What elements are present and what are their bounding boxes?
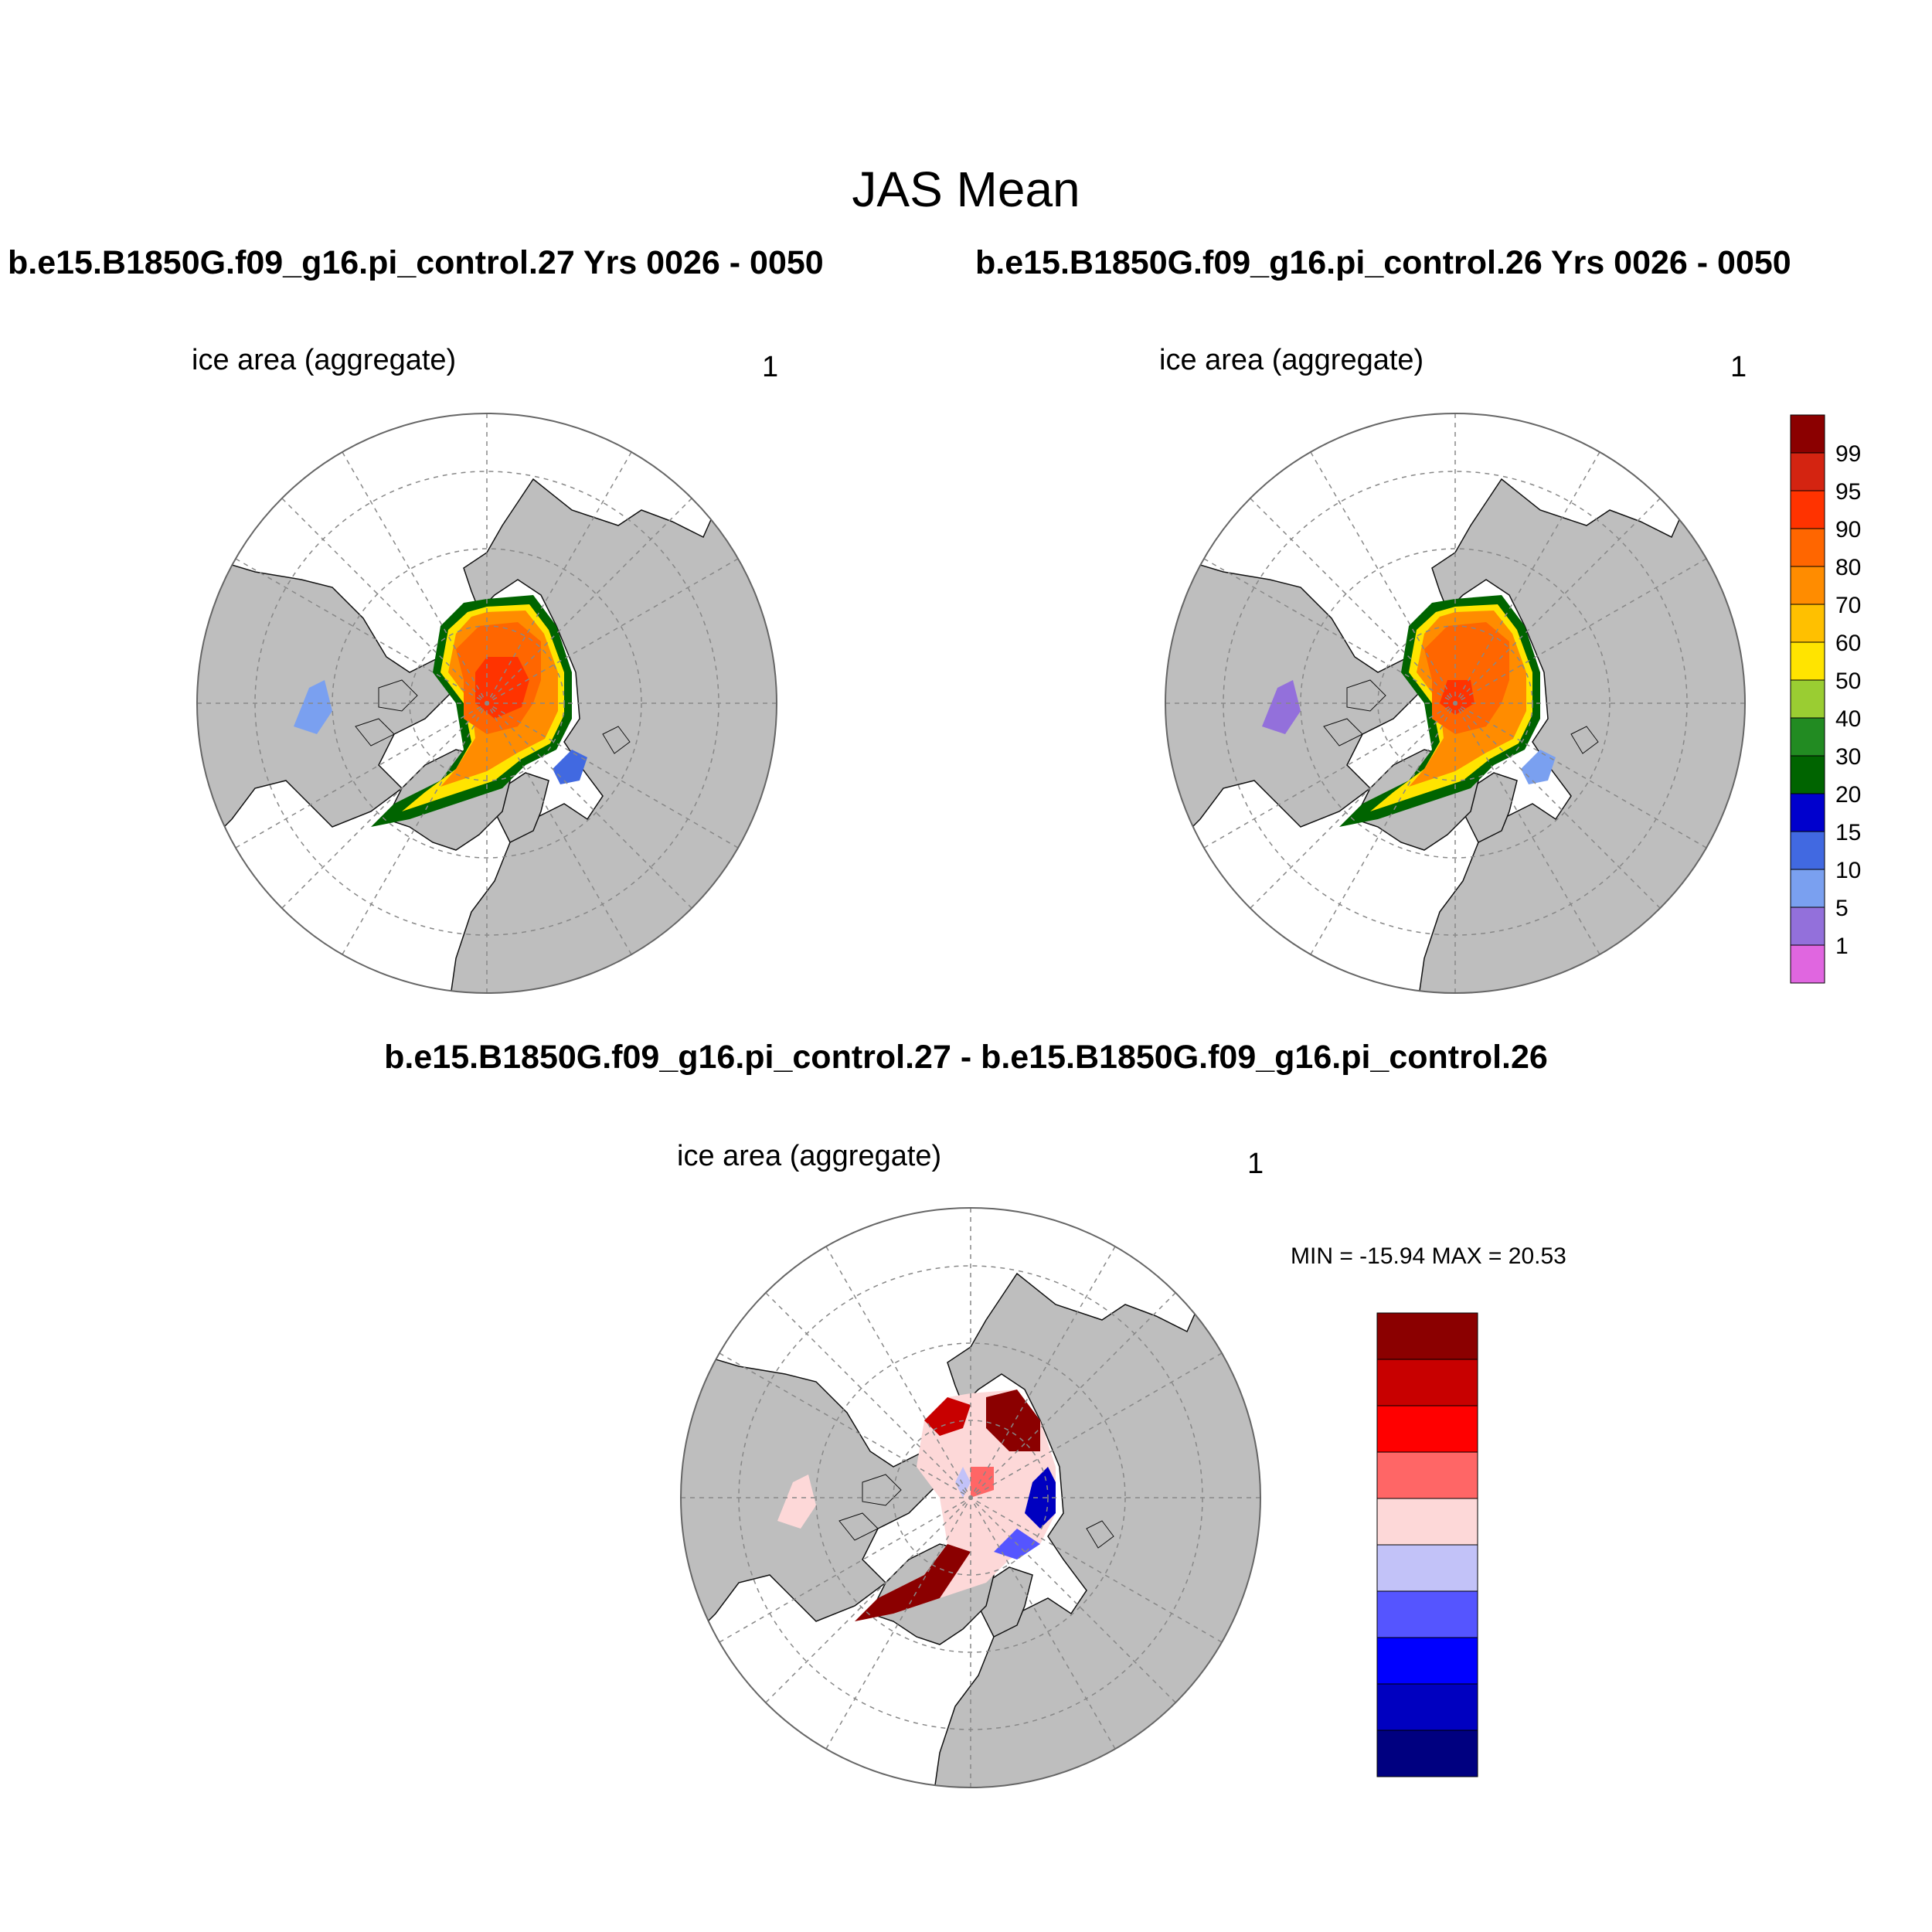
colorbar-label: 90 [1835,517,1861,543]
colorbar-box [1790,490,1825,529]
colorbar-box [1376,1405,1478,1453]
colorbar-label: 95 [1835,479,1861,505]
colorbar-box [1790,906,1825,946]
colorbar-box [1790,679,1825,719]
colorbar-label: 99 [1835,441,1861,467]
colorbar-box [1376,1637,1478,1685]
figure-title: JAS Mean [852,162,1080,217]
colorbar-box [1790,831,1825,870]
colorbar-label: 20 [1835,782,1861,808]
colorbar-box [1376,1730,1478,1777]
colorbar-label: 70 [1835,593,1861,618]
min-max-readout: MIN = -15.94 MAX = 20.53 [1291,1243,1566,1269]
difference-title: b.e15.B1850G.f09_g16.pi_control.27 - b.e… [384,1039,1548,1076]
colorbar-box [1790,414,1825,454]
colorbar-label: 60 [1835,631,1861,656]
colorbar-box [1790,944,1825,984]
panel3-polar-map [680,1207,1261,1788]
colorbar-box [1790,528,1825,567]
panel2-variable-label: ice area (aggregate) [1159,344,1424,376]
panel3-units-label: 1 [1247,1148,1264,1180]
panel1-polar-map [196,413,777,994]
panel3-variable-label: ice area (aggregate) [677,1140,942,1172]
panel1-units-label: 1 [762,351,779,383]
colorbar-box [1376,1312,1478,1360]
colorbar-label: 40 [1835,706,1861,732]
colorbar-box [1376,1683,1478,1731]
colorbar-label: 80 [1835,555,1861,580]
colorbar-label: 15 [1835,820,1861,845]
colorbar-box [1376,1451,1478,1499]
colorbar-box [1790,452,1825,492]
panel1-ice-field [294,595,587,827]
ice-area-colorbar: 99 95 90 80 70 60 50 40 30 20 15 10 5 1 [1790,414,1861,984]
colorbar-box [1790,566,1825,605]
panel2-units-label: 1 [1730,351,1747,383]
colorbar-box [1376,1359,1478,1406]
colorbar-label: 10 [1835,858,1861,883]
colorbar-label: 50 [1835,668,1861,694]
colorbar-box [1790,869,1825,908]
panel2-polar-map [1165,413,1746,994]
panel1-variable-label: ice area (aggregate) [192,344,457,376]
colorbar-box [1376,1590,1478,1638]
colorbar-box [1790,755,1825,794]
panel1-case-title: b.e15.B1850G.f09_g16.pi_control.27 Yrs 0… [8,244,824,281]
difference-colorbar: 86420-2-4-6-8 [1376,1312,1478,1777]
colorbar-box [1376,1544,1478,1592]
colorbar-label: 30 [1835,744,1861,770]
colorbar-box [1790,717,1825,757]
colorbar-box [1790,793,1825,832]
colorbar-label: 5 [1835,896,1849,921]
panel2-ice-field [1262,595,1556,827]
colorbar-box [1376,1498,1478,1546]
colorbar-box [1790,604,1825,643]
panel2-case-title: b.e15.B1850G.f09_g16.pi_control.26 Yrs 0… [975,244,1791,281]
colorbar-box [1790,641,1825,681]
panel3-difference-field [777,1389,1056,1621]
colorbar-label: 1 [1835,934,1849,959]
